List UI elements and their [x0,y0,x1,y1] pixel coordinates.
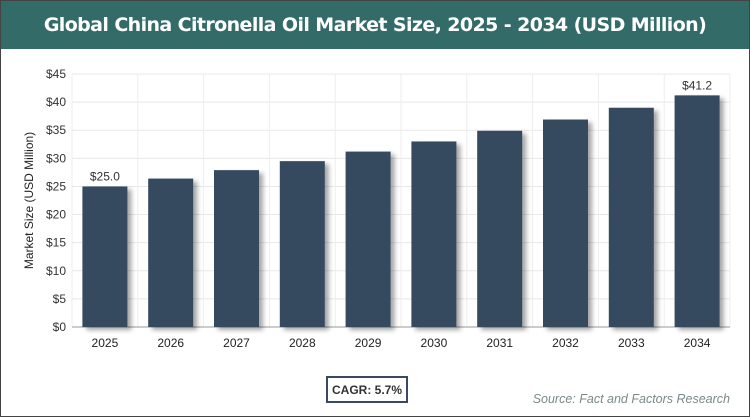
bar-2034 [674,95,720,327]
y-tick-label: $40 [46,95,66,109]
bar-2026 [148,178,194,327]
cagr-badge: CAGR: 5.7% [326,376,408,403]
bar-2033 [608,107,654,327]
y-tick-label: $5 [53,292,67,306]
x-tick-label: 2028 [289,336,316,350]
y-axis-label: Market Size (USD Million) [22,132,36,269]
source-note: Source: Fact and Factors Research [532,392,730,406]
y-tick-label: $20 [46,208,66,222]
bar-2028 [279,161,325,327]
y-tick-label: $35 [46,123,66,137]
bar-2025 [82,186,128,327]
x-tick-label: 2025 [92,336,119,350]
bar-2029 [345,151,391,327]
data-label: $25.0 [90,169,120,183]
y-tick-label: $30 [46,151,66,165]
bar-2032 [543,119,588,327]
x-tick-label: 2033 [618,336,645,350]
y-tick-label: $0 [53,320,67,334]
x-tick-label: 2026 [157,336,184,350]
x-tick-label: 2029 [355,336,382,350]
y-tick-label: $45 [46,67,66,81]
bar-2030 [411,141,457,327]
x-tick-label: 2027 [223,336,250,350]
y-tick-label: $25 [46,179,66,193]
bar-2027 [214,170,259,327]
x-tick-label: 2034 [684,336,711,350]
chart-title: Global China Citronella Oil Market Size,… [1,1,749,49]
y-tick-label: $10 [46,264,66,278]
y-tick-label: $15 [46,236,66,250]
x-tick-label: 2030 [421,336,448,350]
x-tick-label: 2032 [552,336,579,350]
bar-2031 [477,130,523,327]
x-tick-label: 2031 [486,336,513,350]
data-label: $41.2 [682,78,712,92]
